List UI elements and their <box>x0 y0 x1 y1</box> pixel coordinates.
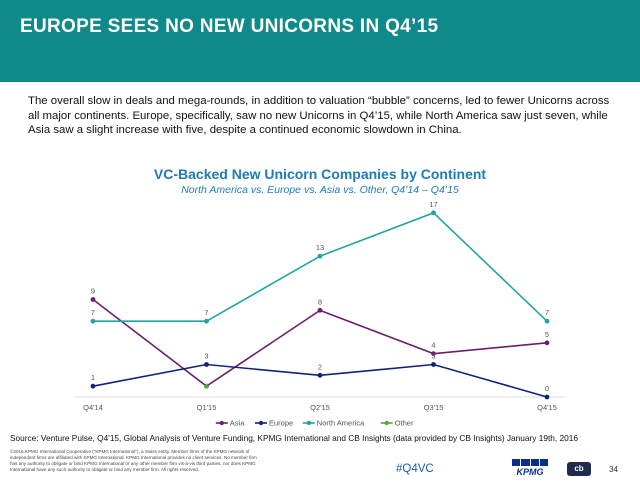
data-point <box>317 372 323 378</box>
data-label: 7 <box>545 308 549 317</box>
data-point <box>204 318 209 324</box>
legend-label: Other <box>395 419 414 428</box>
chart-title: VC-Backed New Unicorn Companies by Conti… <box>153 166 487 182</box>
data-label: 4 <box>431 341 435 350</box>
x-tick-label: Q4'15 <box>537 403 557 412</box>
data-point <box>544 394 550 400</box>
data-label: 0 <box>545 384 549 393</box>
data-point <box>90 383 96 389</box>
x-tick-label: Q3'15 <box>424 403 444 412</box>
data-label: 8 <box>318 297 322 306</box>
page-title: EUROPE SEES NO NEW UNICORNS IN Q4’15 <box>20 16 439 37</box>
data-point <box>544 340 550 346</box>
data-point <box>204 383 209 389</box>
data-point <box>544 318 550 324</box>
hashtag[interactable]: #Q4VC <box>396 463 434 475</box>
legend-label: Asia <box>230 419 245 428</box>
data-point <box>431 351 436 357</box>
legal-disclaimer: ©2016 KPMG International Cooperative (“K… <box>10 449 257 473</box>
data-label: 7 <box>204 308 208 317</box>
data-point <box>204 362 209 367</box>
data-point <box>90 318 96 324</box>
cb-insights-logo: cb <box>567 462 591 476</box>
x-tick-label: Q2'15 <box>310 403 330 412</box>
legend-swatch-marker <box>306 420 311 426</box>
data-point <box>431 362 436 367</box>
kpmg-logo-text: KPMG <box>516 467 544 477</box>
legend-swatch-marker <box>219 420 224 426</box>
data-point <box>317 253 323 259</box>
data-label: 3 <box>431 352 435 361</box>
legend-swatch-marker <box>384 420 389 426</box>
chart-subtitle: North America vs. Europe vs. Asia vs. Ot… <box>181 184 459 196</box>
data-label: 9 <box>91 287 95 296</box>
x-tick-label: Q4'14 <box>83 403 103 412</box>
data-point <box>431 210 436 216</box>
x-tick-label: Q1'15 <box>197 403 217 412</box>
data-label: 1 <box>91 373 95 382</box>
data-point <box>317 307 323 313</box>
source-note: Source: Venture Pulse, Q4'15, Global Ana… <box>10 433 578 443</box>
kpmg-logo: KPMG <box>510 459 550 479</box>
data-point <box>90 297 96 302</box>
legend-label: Europe <box>269 419 293 428</box>
kpmg-logo-boxes <box>512 459 548 466</box>
legend-swatch-marker <box>258 420 264 426</box>
data-label: 17 <box>429 200 437 209</box>
data-label: 7 <box>91 308 95 317</box>
title-banner: EUROPE SEES NO NEW UNICORNS IN Q4’15 <box>0 0 640 82</box>
legend-label: North America <box>317 419 365 428</box>
data-label: 13 <box>316 243 324 252</box>
data-label: 3 <box>204 352 208 361</box>
intro-paragraph: The overall slow in deals and mega-round… <box>28 95 610 136</box>
data-label: 2 <box>318 362 322 371</box>
data-label: 5 <box>545 330 549 339</box>
page-number: 34 <box>609 465 618 474</box>
